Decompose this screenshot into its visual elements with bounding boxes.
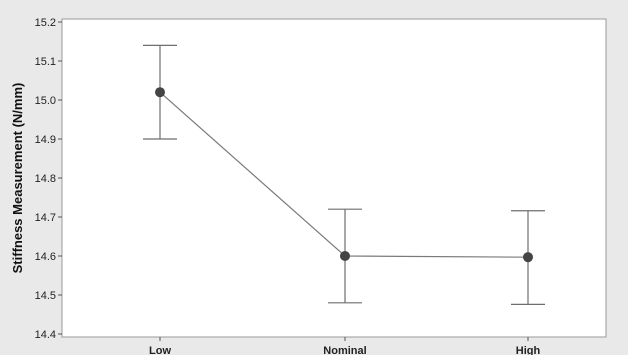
data-point (340, 251, 350, 261)
data-point (155, 87, 165, 98)
y-tick-label: 15.0 (35, 95, 56, 107)
plot-area (61, 18, 607, 338)
x-axis: Low Nominal High (149, 337, 540, 355)
x-tick-label: High (516, 345, 541, 355)
y-tick-label: 15.2 (35, 17, 56, 29)
x-tick-label: Nominal (323, 345, 366, 355)
y-tick-label: 14.8 (35, 173, 56, 185)
data-point (523, 252, 533, 263)
x-tick-label: Low (149, 345, 171, 355)
y-tick-label: 15.1 (35, 56, 56, 68)
y-tick-label: 14.4 (35, 329, 56, 341)
y-axis: 14.4 14.5 14.6 14.7 14.8 14.9 15.0 15.1 15.2 (35, 17, 62, 341)
y-tick-label: 14.6 (35, 251, 56, 263)
y-tick-label: 14.5 (35, 290, 56, 302)
y-axis-title: Stiffness Measurement (N/mm) (10, 83, 25, 274)
y-tick-label: 14.9 (35, 134, 56, 146)
series-layer (143, 44, 545, 305)
y-tick-label: 14.7 (35, 212, 56, 224)
